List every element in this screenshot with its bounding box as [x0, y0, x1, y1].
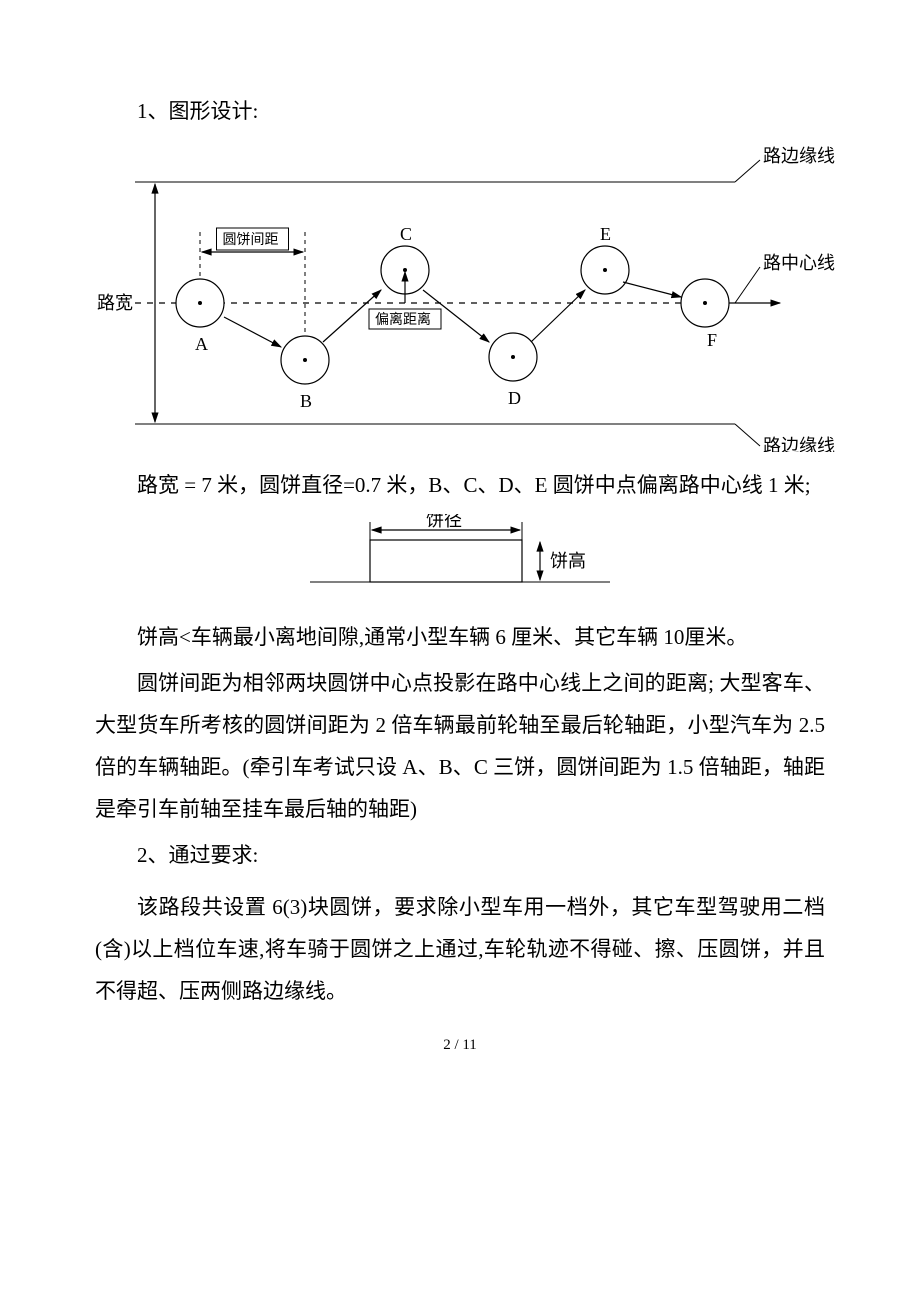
figure2-svg: 饼径饼高: [280, 514, 640, 604]
svg-text:E: E: [600, 224, 611, 244]
section-heading-2: 2、通过要求:: [95, 834, 825, 876]
figure1-svg: 路边缘线路边缘线路中心线路宽圆饼间距ABCDEF偏离距离: [95, 142, 865, 452]
figure-road-discs: 路边缘线路边缘线路中心线路宽圆饼间距ABCDEF偏离距离: [95, 142, 825, 452]
section-heading-1: 1、图形设计:: [95, 90, 825, 132]
svg-text:路边缘线: 路边缘线: [763, 146, 835, 166]
page-footer: 2 / 11: [95, 1030, 825, 1060]
svg-text:路宽: 路宽: [97, 293, 133, 313]
svg-text:B: B: [300, 391, 312, 411]
svg-text:A: A: [195, 334, 208, 354]
figure-disc-profile: 饼径饼高: [95, 514, 825, 604]
para-road-spec: 路宽 = 7 米，圆饼直径=0.7 米，B、C、D、E 圆饼中点偏离路中心线 1…: [95, 464, 825, 506]
svg-text:饼高: 饼高: [550, 551, 586, 571]
para-disc-height: 饼高<车辆最小离地间隙,通常小型车辆 6 厘米、其它车辆 10厘米。: [95, 616, 825, 658]
svg-text:路边缘线: 路边缘线: [763, 436, 835, 452]
svg-text:C: C: [400, 224, 412, 244]
svg-text:偏离距离: 偏离距离: [375, 311, 431, 328]
para-requirements: 该路段共设置 6(3)块圆饼，要求除小型车用一档外，其它车型驾驶用二档(含)以上…: [95, 886, 825, 1012]
svg-text:D: D: [508, 388, 521, 408]
svg-text:饼径: 饼径: [426, 514, 462, 530]
para-disc-spacing: 圆饼间距为相邻两块圆饼中心点投影在路中心线上之间的距离; 大型客车、大型货车所考…: [95, 662, 825, 830]
svg-text:圆饼间距: 圆饼间距: [223, 232, 279, 248]
svg-text:F: F: [707, 330, 717, 350]
svg-text:路中心线: 路中心线: [763, 253, 835, 273]
